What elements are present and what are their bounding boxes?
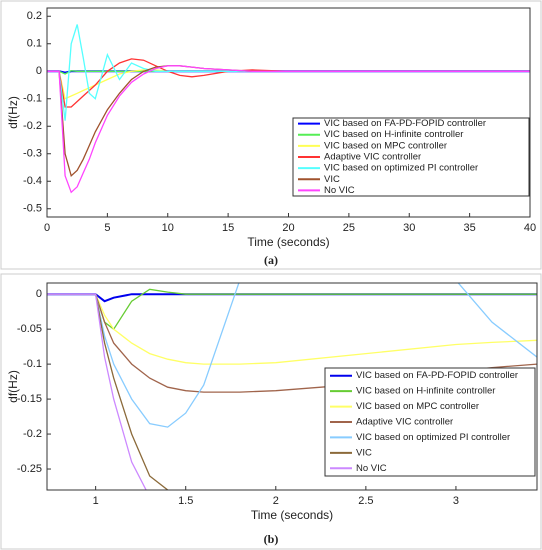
legend-label: No VIC xyxy=(356,463,387,474)
legend-label: VIC based on optimized PI controller xyxy=(324,163,478,174)
y-tick-label: -0.05 xyxy=(17,323,42,335)
series-line xyxy=(47,288,537,331)
x-tick-label: 25 xyxy=(343,222,355,234)
x-tick-label: 35 xyxy=(464,222,476,234)
series-line xyxy=(47,293,537,365)
legend-label: VIC xyxy=(356,447,372,458)
series-line xyxy=(47,283,537,428)
series-line xyxy=(47,65,530,194)
axes-box xyxy=(46,7,531,218)
legend-label: Adaptive VIC controller xyxy=(356,417,453,428)
legend-label: VIC based on FA-PD-FOPID controller xyxy=(324,118,486,129)
x-tick-label: 0 xyxy=(44,222,50,234)
y-axis-label: df(Hz) xyxy=(6,370,20,403)
y-tick-label: 0 xyxy=(36,65,42,77)
x-tick-label: 10 xyxy=(162,222,174,234)
legend-label: VIC xyxy=(324,174,340,185)
legend-label: VIC based on H-infinite controller xyxy=(324,129,463,140)
x-tick-label: 20 xyxy=(282,222,294,234)
x-tick-label: 30 xyxy=(403,222,415,234)
x-axis-label: Time (seconds) xyxy=(247,235,329,249)
y-tick-label: 0.1 xyxy=(27,38,42,50)
legend-label: VIC based on H-infinite controller xyxy=(356,386,495,397)
y-tick-label: -0.1 xyxy=(23,358,42,370)
x-tick-label: 15 xyxy=(222,222,234,234)
legend-label: VIC based on FA-PD-FOPID controller xyxy=(356,370,518,381)
caption: (b) xyxy=(264,532,279,546)
y-axis-label: df(Hz) xyxy=(6,96,20,129)
y-tick-label: -0.2 xyxy=(23,428,42,440)
y-tick-label: 0 xyxy=(36,288,42,300)
legend-label: VIC based on optimized PI controller xyxy=(356,432,510,443)
caption: (a) xyxy=(264,253,278,267)
y-tick-label: -0.5 xyxy=(23,203,42,215)
y-tick-label: -0.3 xyxy=(23,148,42,160)
y-tick-label: 0.2 xyxy=(27,10,42,22)
x-tick-label: 2.5 xyxy=(358,495,373,507)
panel-frame xyxy=(0,0,542,270)
x-tick-label: 40 xyxy=(524,222,536,234)
y-tick-label: -0.15 xyxy=(17,393,42,405)
legend: VIC based on FA-PD-FOPID controller VIC b… xyxy=(324,367,536,477)
x-axis-label: Time (seconds) xyxy=(251,508,333,522)
axes-box xyxy=(46,282,538,491)
panel-frame xyxy=(0,273,542,550)
y-tick-label: -0.2 xyxy=(23,120,42,132)
legend-label: VIC based on MPC controller xyxy=(324,140,447,151)
lines xyxy=(47,24,530,194)
legend-label: Adaptive VIC controller xyxy=(324,152,421,163)
legend-box xyxy=(292,117,530,197)
y-tick-label: -0.25 xyxy=(17,463,42,475)
x-tick-label: 1.5 xyxy=(178,495,193,507)
y-tick-label: -0.1 xyxy=(23,93,42,105)
x-tick-label: 3 xyxy=(453,495,459,507)
x-tick-label: 2 xyxy=(273,495,279,507)
legend-label: VIC based on MPC controller xyxy=(356,401,479,412)
x-tick-label: 5 xyxy=(104,222,110,234)
series-line xyxy=(47,293,147,490)
series-line xyxy=(47,58,530,108)
x-tick-label: 1 xyxy=(93,495,99,507)
legend-box xyxy=(324,367,536,477)
y-tick-label: -0.4 xyxy=(23,175,42,187)
legend-label: No VIC xyxy=(324,185,355,196)
